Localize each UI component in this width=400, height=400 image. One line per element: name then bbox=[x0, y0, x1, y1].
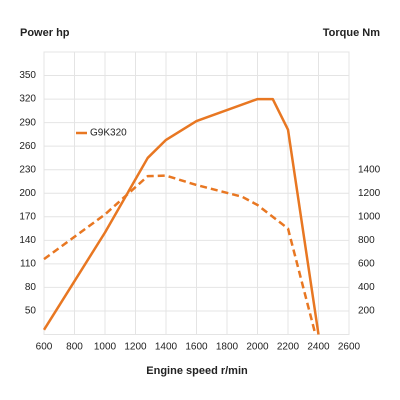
series-line bbox=[42, 97, 320, 335]
y2-tick-label: 200 bbox=[358, 306, 375, 317]
x-tick-label: 1000 bbox=[94, 342, 117, 353]
x-tick-label: 600 bbox=[36, 342, 53, 353]
y-tick-label: 260 bbox=[19, 141, 36, 152]
y2-tick-label: 600 bbox=[358, 259, 375, 270]
y-tick-label: 230 bbox=[19, 164, 36, 175]
x-tick-label: 2600 bbox=[338, 342, 361, 353]
x-tick-label: 800 bbox=[66, 342, 83, 353]
x-tick-label: 2200 bbox=[277, 342, 300, 353]
y-tick-label: 110 bbox=[20, 259, 36, 270]
y2-tick-label: 400 bbox=[358, 282, 375, 293]
y-tick-label: 50 bbox=[25, 306, 37, 317]
y2-tick-label: 1400 bbox=[358, 164, 381, 175]
y2-tick-label: 1200 bbox=[358, 188, 381, 199]
y2-axis-title: Torque Nm bbox=[323, 27, 380, 39]
y-tick-label: 320 bbox=[19, 94, 36, 105]
x-tick-label: 2000 bbox=[246, 342, 269, 353]
y-tick-label: 200 bbox=[19, 188, 36, 199]
y-tick-label: 350 bbox=[19, 70, 36, 81]
series-line bbox=[43, 174, 317, 335]
y-tick-label: 170 bbox=[19, 211, 36, 222]
x-tick-label: 1200 bbox=[124, 342, 147, 353]
legend-label: G9K320 bbox=[90, 128, 127, 139]
x-tick-label: 1600 bbox=[185, 342, 208, 353]
y2-tick-label: 1000 bbox=[358, 211, 381, 222]
y-axis-title: Power hp bbox=[20, 27, 70, 39]
y-tick-label: 290 bbox=[19, 117, 36, 128]
x-tick-label: 1800 bbox=[216, 342, 239, 353]
y2-tick-label: 800 bbox=[358, 235, 375, 246]
x-tick-label: 2400 bbox=[307, 342, 330, 353]
y-tick-label: 80 bbox=[25, 282, 37, 293]
x-axis-title: Engine speed r/min bbox=[146, 365, 248, 377]
x-tick-label: 1400 bbox=[155, 342, 178, 353]
y-tick-label: 140 bbox=[19, 235, 36, 246]
